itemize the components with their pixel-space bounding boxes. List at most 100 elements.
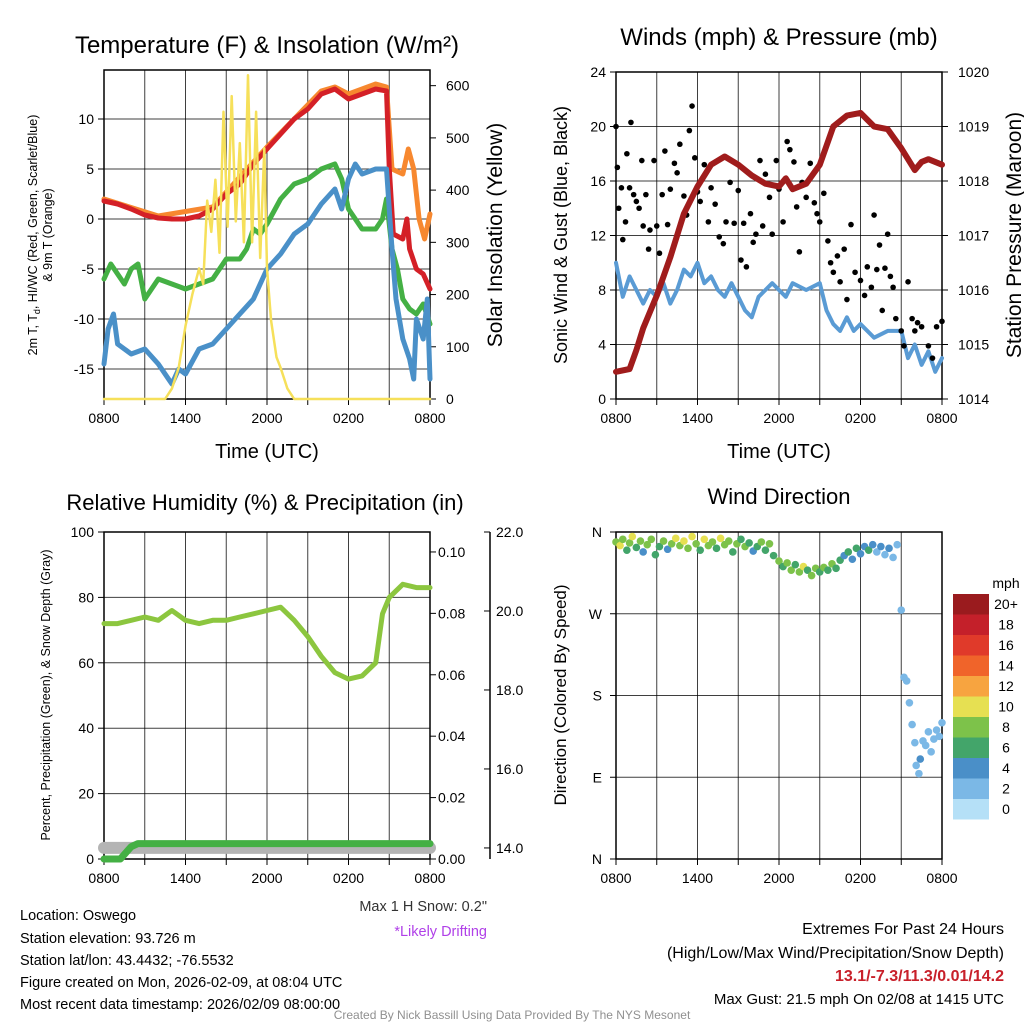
x-tick-label: 0800 <box>88 410 119 426</box>
series-solar-line <box>102 73 432 401</box>
x-tick-label: 2000 <box>251 870 282 886</box>
gust-point <box>677 141 683 148</box>
legend-swatch <box>953 614 989 635</box>
wind-direction-point <box>787 566 796 574</box>
gust-point <box>887 273 894 280</box>
y-tick-label: E <box>593 769 602 785</box>
y3-tick-label: 22.0 <box>496 524 523 540</box>
wind-direction-point <box>893 540 901 549</box>
y2-tick-label: 0.02 <box>438 790 465 806</box>
drifting-note: *Likely Drifting <box>394 924 487 940</box>
gust-point <box>861 292 868 299</box>
y-tick-label: N <box>592 851 602 867</box>
y2-tick-label: 500 <box>446 130 470 146</box>
gust-point <box>837 279 843 285</box>
gust-point <box>643 191 649 198</box>
legend-swatch <box>953 635 989 656</box>
x-tick-label: 0200 <box>845 870 876 886</box>
legend-swatch <box>953 799 989 820</box>
gust-point <box>633 198 640 205</box>
gust-point <box>884 231 891 237</box>
gust-point <box>811 200 818 206</box>
y2-tick-label: 1015 <box>958 337 989 353</box>
wind-direction-point <box>889 553 897 562</box>
x-tick-label: 0800 <box>600 410 631 426</box>
panel3-ylabel: Percent, Precipitation (Green), & Snow D… <box>39 549 53 840</box>
gust-point <box>830 269 837 276</box>
series-9m-temp-line <box>101 81 433 242</box>
wind-direction-point <box>803 566 812 574</box>
gust-point <box>901 343 907 349</box>
y2-tick-label: 0.00 <box>438 851 465 867</box>
location-text: Location: Oswego <box>20 908 136 924</box>
gust-point <box>807 160 814 167</box>
wind-direction-point <box>692 540 700 548</box>
wind-direction-point <box>912 761 920 770</box>
gust-point <box>747 210 754 217</box>
gust-point <box>651 157 657 164</box>
panel2-ylabel: Sonic Wind & Gust (Blue, Black) <box>551 106 571 364</box>
gust-point <box>624 150 630 157</box>
wind-direction-point <box>688 532 696 541</box>
gust-point <box>905 279 911 285</box>
gust-point <box>882 265 888 272</box>
latlon-text: Station lat/lon: 43.4432; -76.5532 <box>20 953 234 969</box>
wind-direction-point <box>667 540 676 548</box>
wind-direction-point <box>824 566 832 574</box>
panel2-title: Winds (mph) & Pressure (mb) <box>620 24 937 51</box>
x-tick-label: 1400 <box>170 410 201 426</box>
gust-point <box>720 240 727 247</box>
gust-point <box>716 234 723 240</box>
wind-direction-point <box>897 606 906 614</box>
wind-direction-point <box>877 542 885 551</box>
gust-point <box>827 259 834 266</box>
series-windchill-line <box>101 161 433 387</box>
gust-point <box>876 242 883 248</box>
wind-direction-point <box>737 535 745 544</box>
wind-direction-point <box>864 546 873 554</box>
extremes-title: Extremes For Past 24 Hours <box>802 921 1004 938</box>
gust-point <box>667 186 674 192</box>
wind-direction-point <box>911 738 919 747</box>
extremes-values: 13.1/-7.3/11.3/0.01/14.2 <box>835 968 1004 985</box>
gust-point <box>640 223 646 229</box>
wind-direction-point <box>716 534 725 543</box>
x-tick-label: 0800 <box>414 410 445 426</box>
y2-tick-label: 0.04 <box>438 728 465 744</box>
y2-tick-label: 1020 <box>958 64 989 80</box>
wind-direction-point <box>724 537 733 545</box>
panel1-y2label: Solar Insolation (Yellow) <box>484 123 507 348</box>
y-tick-label: 20 <box>590 119 606 135</box>
wind-direction-point <box>712 544 721 553</box>
wind-direction-point <box>765 540 774 548</box>
legend-title: mph <box>992 575 1019 591</box>
y-tick-label: S <box>593 688 602 704</box>
max-gust-text: Max Gust: 21.5 mph On 02/08 at 1415 UTC <box>714 991 1004 1008</box>
series-pressure-line <box>613 109 945 375</box>
gust-point <box>816 219 823 225</box>
legend-label: 8 <box>1002 719 1010 735</box>
legend-swatch <box>953 717 989 738</box>
series-2m-temp-line <box>101 86 433 292</box>
wind-direction-point <box>832 564 840 573</box>
gust-point <box>630 191 637 198</box>
gust-point <box>645 246 652 252</box>
wind-direction-point <box>729 548 737 556</box>
elevation-text: Station elevation: 93.726 m <box>20 931 196 947</box>
wind-direction-point <box>616 541 624 550</box>
legend-swatch <box>953 737 989 758</box>
y2-tick-label: 0.10 <box>438 544 465 560</box>
gust-point <box>844 296 850 303</box>
wind-direction-point <box>639 548 647 556</box>
gust-point <box>868 284 875 291</box>
wind-direction-point <box>775 557 783 565</box>
wind-direction-point <box>938 718 946 727</box>
gust-point <box>793 204 800 210</box>
gust-point <box>912 328 918 334</box>
gust-point <box>874 266 880 273</box>
x-tick-label: 1400 <box>682 870 713 886</box>
series-precip-line <box>100 840 434 863</box>
gust-point <box>857 277 864 284</box>
gust-point <box>681 193 687 199</box>
